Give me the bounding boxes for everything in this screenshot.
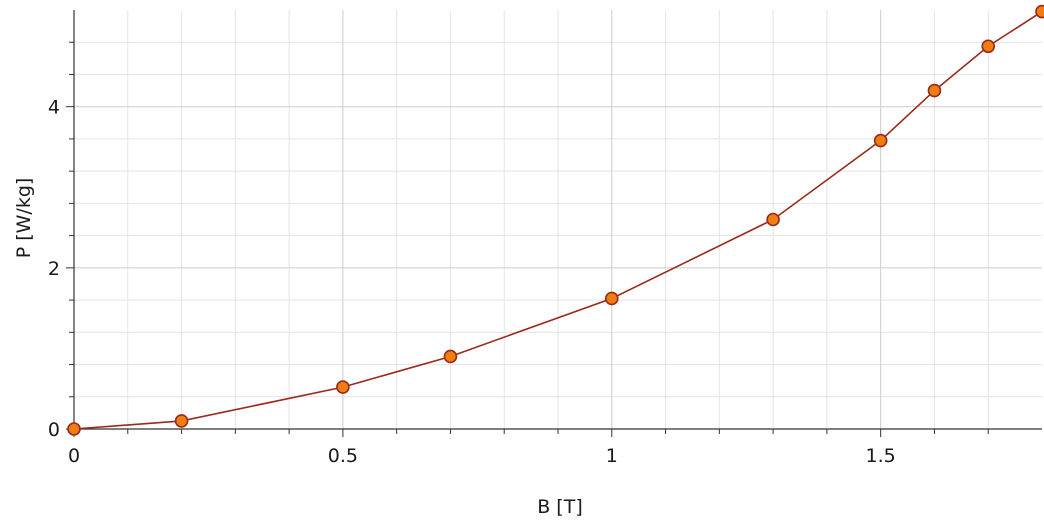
y-tick-label: 2 [48,258,60,280]
y-tick-label: 0 [48,419,60,441]
tick-labels: 0 0.5 1 1.5 0 2 4 [48,97,896,467]
series-line [73,10,1043,430]
data-point [443,349,458,364]
x-tick-label: 1.5 [866,445,896,467]
major-gridlines [74,10,1042,429]
data-point [336,380,350,394]
data-point [981,39,996,54]
data-point [766,212,780,227]
data-point [873,133,888,148]
tick-marks [66,41,989,437]
data-point [604,291,619,306]
data-point [174,414,189,428]
x-axis-label: B [T] [537,496,583,518]
y-tick-label: 4 [48,97,60,119]
x-tick-label: 0.5 [328,445,358,467]
minor-gridlines [74,10,1042,429]
data-point [67,422,81,436]
y-axis-label: P [W/kg] [13,178,35,259]
data-series [67,4,1044,436]
data-point [927,83,942,98]
x-tick-label: 1 [606,445,618,467]
data-point [1035,4,1044,19]
x-tick-label: 0 [68,445,80,467]
